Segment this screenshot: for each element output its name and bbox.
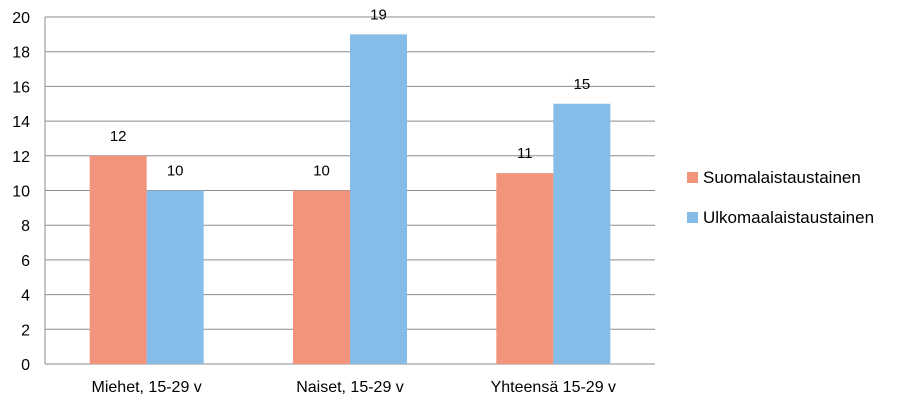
x-tick-label: Miehet, 15-29 v <box>92 379 202 396</box>
y-tick-label: 20 <box>12 10 30 27</box>
x-tick-label: Yhteensä 15-29 v <box>491 379 616 396</box>
legend-label-ulkomaalaistaustainen: Ulkomaalaistaustainen <box>703 208 874 227</box>
data-label-suomalaistaustainen-3: 11 <box>517 145 533 162</box>
y-tick-label: 4 <box>21 288 30 305</box>
data-label-suomalaistaustainen-2: 10 <box>313 163 330 180</box>
y-tick-label: 8 <box>21 218 30 235</box>
y-tick-label: 10 <box>12 184 30 201</box>
y-tick-label: 0 <box>21 357 30 374</box>
bar-ulkomaalaistaustainen-2 <box>350 34 407 364</box>
data-label-ulkomaalaistaustainen-3: 15 <box>573 76 590 93</box>
legend: Suomalaistaustainen Ulkomaalaistaustainen <box>687 168 874 227</box>
bar-ulkomaalaistaustainen-3 <box>553 103 611 364</box>
legend-label-suomalaistaustainen: Suomalaistaustainen <box>703 168 861 187</box>
legend-swatch-ulkomaalaistaustainen <box>687 212 698 223</box>
bar-suomalaistaustainen-1 <box>89 155 147 364</box>
data-label-suomalaistaustainen-1: 12 <box>110 128 127 145</box>
data-label-ulkomaalaistaustainen-2: 19 <box>370 6 387 23</box>
legend-swatch-suomalaistaustainen <box>687 172 698 183</box>
x-tick-label: Naiset, 15-29 v <box>296 379 404 396</box>
data-label-ulkomaalaistaustainen-1: 10 <box>167 163 184 180</box>
y-axis-ticks: 0 2 4 6 8 10 12 14 16 18 20 <box>12 10 30 374</box>
y-tick-label: 14 <box>12 114 30 131</box>
y-tick-label: 6 <box>21 253 30 270</box>
y-tick-label: 12 <box>12 149 30 166</box>
bar-suomalaistaustainen-2 <box>293 190 350 364</box>
y-tick-label: 18 <box>12 45 30 62</box>
y-tick-label: 2 <box>21 322 30 339</box>
y-tick-label: 16 <box>12 79 30 96</box>
x-axis-ticks: Miehet, 15-29 v Naiset, 15-29 v Yhteensä 1… <box>92 379 617 396</box>
data-labels: 12 10 10 19 11 15 <box>110 6 590 179</box>
bar-suomalaistaustainen-3 <box>496 173 554 364</box>
bars <box>89 34 611 364</box>
bar-ulkomaalaistaustainen-1 <box>146 190 204 364</box>
